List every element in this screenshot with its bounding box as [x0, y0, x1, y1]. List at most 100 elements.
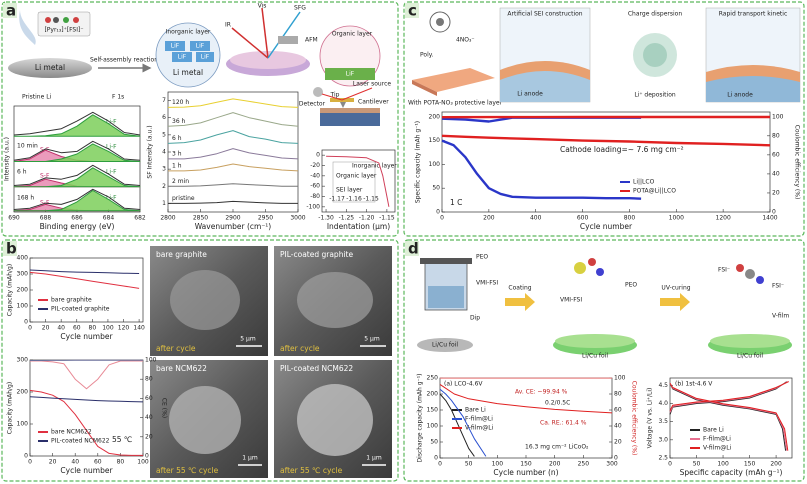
decoration [196, 52, 214, 62]
x-tick-label: 60 [73, 325, 81, 332]
y-axis-label: Discharge capacity (mAh g⁻¹) [417, 374, 424, 463]
label: 0.2/0.5C [545, 400, 570, 407]
label: 4NO₃⁻ [456, 37, 475, 44]
y-tick-label: -60 [310, 183, 320, 190]
decoration [63, 17, 69, 23]
x-tick-label: 20 [49, 459, 57, 466]
y-tick-label: 100 [17, 303, 29, 310]
series-line [13, 167, 141, 188]
label: 1 C [450, 198, 462, 207]
y2-tick-label: 0 [145, 453, 149, 460]
decoration [165, 41, 185, 51]
x-tick-label: -1.25 [339, 215, 355, 222]
y-tick-label: 0 [436, 209, 440, 216]
series-line [441, 139, 642, 200]
x-tick-label: 400 [530, 215, 542, 222]
series-line [439, 393, 475, 457]
y2-tick-label: 80 [772, 132, 780, 139]
label: SFG [294, 5, 306, 12]
series-label: pristine [172, 195, 195, 202]
y2-tick-label: 40 [772, 170, 780, 177]
label: UV-curing [661, 285, 690, 292]
x-tick-label: 140 [133, 325, 145, 332]
series-label: 2 min [172, 178, 189, 185]
label: LiF [171, 43, 180, 50]
x-tick-label: 2800 [160, 215, 175, 222]
series-line [13, 190, 141, 212]
label: Li/Cu foil [582, 353, 608, 360]
label: 1 μm [366, 455, 382, 462]
y-tick-label: 50 [430, 439, 438, 446]
y2-tick-label: 0 [614, 455, 618, 462]
series-line [13, 140, 141, 161]
y-axis-label: Capacity (mAh/g) [7, 382, 14, 434]
y2-tick-label: 60 [614, 407, 622, 414]
x-tick-label: 40 [71, 459, 79, 466]
decoration [190, 41, 210, 51]
label: 1 μm [242, 455, 258, 462]
y2-axis-label: Coulombic efficiency (%) [631, 381, 638, 456]
x-tick-label: 682 [134, 215, 146, 222]
label: after 55 ℃ cycle [280, 466, 343, 475]
plot-frame [321, 149, 396, 213]
x-tick-label: 80 [117, 459, 125, 466]
decoration [643, 43, 667, 67]
y-axis-label: Capacity (mAh/g) [7, 264, 14, 316]
series-line [326, 155, 390, 207]
label: Li-F [106, 195, 117, 202]
label: Ca. RE.: 61.4 % [540, 420, 587, 427]
decoration [320, 112, 380, 126]
y-tick-label: 200 [17, 287, 29, 294]
series-label: 36 h [172, 118, 186, 125]
series-line [439, 383, 613, 414]
y-tick-label: 200 [17, 389, 29, 396]
x-tick-label: 200 [770, 461, 782, 468]
y-tick-label: 100 [429, 161, 441, 168]
label: Li metal [35, 63, 65, 72]
decoration [429, 11, 451, 33]
label: -1.15 [363, 196, 379, 203]
series-label: 3 h [172, 150, 182, 157]
decoration [53, 17, 59, 23]
y2-axis-label: Coulombic efficiency (%) [794, 125, 801, 200]
y-tick-label: -40 [310, 172, 320, 179]
label: Artificial SEI construction [507, 11, 582, 18]
y-tick-label: -100 [306, 203, 320, 210]
plot-frame [669, 377, 793, 459]
legend-label: F-film@Li [465, 416, 493, 423]
x-tick-label: 80 [89, 325, 97, 332]
x-tick-label: 0 [438, 461, 442, 468]
series-line [439, 388, 487, 457]
y-tick-label: 400 [17, 255, 29, 262]
series-line [168, 163, 299, 172]
label: SEI layer [336, 187, 363, 194]
label: Av. CE: ~99.94 % [515, 389, 568, 396]
label: Dip [470, 315, 480, 322]
label: PIL-coated NCM622 [280, 364, 353, 373]
legend-label: Li||LCO [633, 179, 655, 186]
label: Cathode loading=~ 7.6 mg cm⁻² [560, 145, 684, 154]
legend-label: V-film@Li [703, 445, 732, 452]
decoration [332, 161, 376, 203]
label: Organic layer [336, 173, 377, 180]
label: Vis [258, 3, 267, 10]
decoration [170, 270, 240, 330]
series-line [168, 200, 298, 204]
y-tick-label: 250 [427, 375, 439, 382]
decoration [596, 268, 604, 276]
label: Li anode [727, 92, 753, 99]
y-tick-label: 0 [24, 319, 28, 326]
legend-label: bare graphite [51, 297, 92, 304]
x-tick-label: 40 [57, 325, 65, 332]
label: Tip [330, 92, 340, 99]
series-line [13, 111, 141, 136]
y-tick-label: 200 [427, 391, 439, 398]
label: 55 ℃ [112, 435, 132, 444]
x-axis-label: Specific capacity (mAh g⁻¹) [680, 468, 783, 477]
decoration [420, 258, 472, 264]
decoration [428, 286, 464, 308]
x-tick-label: -1.20 [359, 215, 375, 222]
legend-label: PIL-coated graphite [51, 306, 110, 313]
decoration [261, 7, 269, 59]
label: Rapid transport kinetic [719, 11, 788, 18]
